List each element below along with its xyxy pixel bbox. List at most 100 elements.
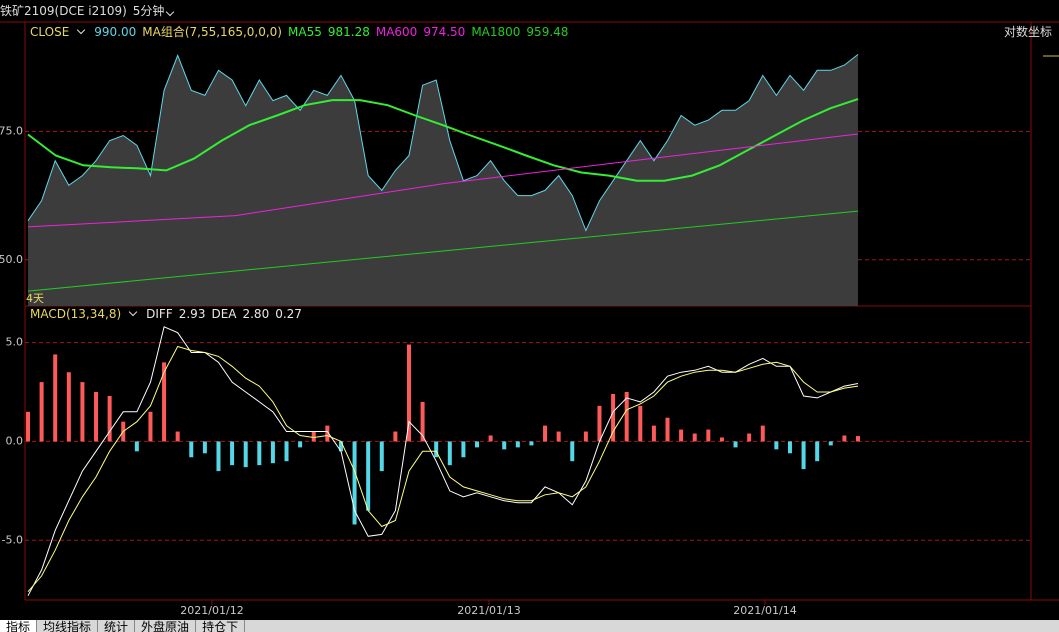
macd-bar bbox=[26, 411, 30, 442]
legend-name: MA55 bbox=[288, 24, 322, 39]
macd-bar bbox=[856, 436, 860, 442]
legend-name: MA1800 bbox=[471, 24, 521, 39]
macd-bar bbox=[134, 441, 139, 452]
macd-bar bbox=[175, 431, 180, 442]
macd-bar bbox=[420, 401, 425, 442]
close-area bbox=[28, 54, 858, 307]
y-tick-label: 950.0 bbox=[0, 253, 23, 266]
macd-bar bbox=[828, 441, 833, 446]
macd-bar bbox=[202, 441, 207, 454]
macd-bar bbox=[583, 431, 588, 442]
macd-bar bbox=[216, 441, 221, 472]
legend-name: DIFF bbox=[146, 307, 173, 321]
ma-group[interactable]: MA组合(7,55,165,0,0,0) bbox=[142, 25, 282, 39]
macd-bar bbox=[679, 429, 684, 442]
macd-bar bbox=[284, 441, 289, 462]
macd-bar bbox=[461, 441, 466, 458]
macd-bar bbox=[774, 441, 779, 450]
series-line bbox=[27, 210, 859, 292]
x-tick-label: 2021/01/12 bbox=[180, 604, 243, 617]
legend-value: 974.50 bbox=[423, 24, 466, 39]
y-tick-label: 0.0 bbox=[6, 434, 24, 447]
period[interactable]: 5分钟 bbox=[132, 4, 165, 18]
y-tick-label: 975.0 bbox=[0, 124, 23, 137]
macd-bar bbox=[570, 441, 575, 462]
series-line bbox=[27, 54, 859, 232]
symbol: 铁矿2109(DCE i2109) bbox=[0, 4, 127, 18]
period-select[interactable]: 5分钟 bbox=[133, 2, 178, 19]
y-tick-label: -5.0 bbox=[2, 533, 23, 546]
macd-bar bbox=[379, 441, 384, 472]
macd-bar bbox=[434, 441, 439, 458]
macd-bar bbox=[556, 431, 561, 442]
macd-bar bbox=[475, 441, 480, 448]
macd-bar bbox=[515, 441, 520, 448]
macd-bar bbox=[747, 433, 752, 442]
macd-bar bbox=[624, 392, 629, 442]
tab[interactable]: 统计 bbox=[98, 620, 136, 632]
macd-bar bbox=[692, 433, 697, 442]
macd-bar bbox=[189, 441, 194, 458]
macd-bar bbox=[148, 411, 153, 442]
macd-bar bbox=[651, 425, 656, 442]
macd-bar bbox=[80, 382, 85, 442]
macd-bar bbox=[801, 441, 806, 470]
legend-name: MA600 bbox=[375, 24, 418, 39]
macd-line bbox=[27, 345, 859, 593]
legend-value: 990.00 bbox=[94, 24, 137, 39]
legend-name[interactable]: CLOSE bbox=[30, 24, 70, 39]
macd-bar bbox=[257, 441, 262, 466]
macd-bar bbox=[733, 441, 738, 448]
macd-bar bbox=[529, 441, 534, 446]
legend-value: 959.48 bbox=[526, 24, 569, 39]
tab[interactable]: 指标 bbox=[0, 620, 38, 632]
series-line bbox=[27, 98, 859, 182]
macd-bar bbox=[162, 362, 167, 442]
macd-bar bbox=[325, 425, 330, 442]
macd-bar bbox=[611, 393, 616, 442]
macd-bar bbox=[393, 431, 398, 442]
range-label: 4天 bbox=[26, 290, 44, 306]
scale-label[interactable]: 对数坐标 bbox=[1004, 25, 1053, 39]
macd-bar bbox=[107, 395, 112, 442]
x-tick-label: 2021/01/14 bbox=[733, 604, 796, 617]
macd-legend: MACD(13,34,8) DIFF 2.93 DEA 2.80 0.27 bbox=[30, 307, 302, 321]
macd-bar bbox=[665, 417, 670, 442]
macd-bar bbox=[94, 392, 99, 442]
macd-bar bbox=[543, 425, 548, 442]
macd-bar bbox=[719, 437, 724, 442]
macd-bar bbox=[842, 435, 847, 442]
tab[interactable]: 均线指标 bbox=[37, 620, 99, 632]
legend-value: 981.28 bbox=[327, 24, 370, 39]
macd-title[interactable]: MACD(13,34,8) bbox=[30, 307, 122, 321]
macd-bar bbox=[311, 431, 316, 442]
macd-bar bbox=[298, 441, 303, 448]
macd-bar bbox=[447, 441, 452, 466]
scale-button[interactable]: 对数坐标 bbox=[1004, 23, 1052, 40]
macd-bar bbox=[243, 441, 248, 468]
macd-bar bbox=[760, 425, 765, 442]
macd-bar bbox=[352, 441, 357, 525]
macd-bar bbox=[638, 405, 643, 442]
y-tick-label: 5.0 bbox=[6, 336, 24, 349]
title-bar: 铁矿2109(DCE i2109) 5分钟 bbox=[0, 2, 177, 19]
legend-value: 0.27 bbox=[275, 307, 302, 321]
macd-bar bbox=[706, 429, 711, 442]
price-legend: CLOSE 990.00 MA组合(7,55,165,0,0,0) MA55 981.2… bbox=[30, 23, 568, 40]
tab[interactable]: 外盘原油 bbox=[135, 620, 197, 632]
x-tick-label: 2021/01/13 bbox=[457, 604, 520, 617]
macd-bar bbox=[366, 441, 371, 511]
macd-bar bbox=[406, 344, 411, 442]
macd-bar bbox=[787, 441, 792, 454]
legend-value: 2.80 bbox=[242, 307, 270, 321]
macd-bar bbox=[338, 441, 343, 452]
series-line bbox=[27, 133, 859, 228]
macd-bar bbox=[815, 441, 820, 462]
tab[interactable]: 持仓下 bbox=[196, 620, 246, 632]
macd-bar bbox=[53, 354, 58, 442]
legend-value: 2.93 bbox=[178, 307, 206, 321]
macd-bar bbox=[230, 441, 235, 466]
macd-line bbox=[27, 326, 859, 596]
tab-bar: 指标 均线指标 统计 外盘原油 持仓下 bbox=[0, 620, 1059, 632]
